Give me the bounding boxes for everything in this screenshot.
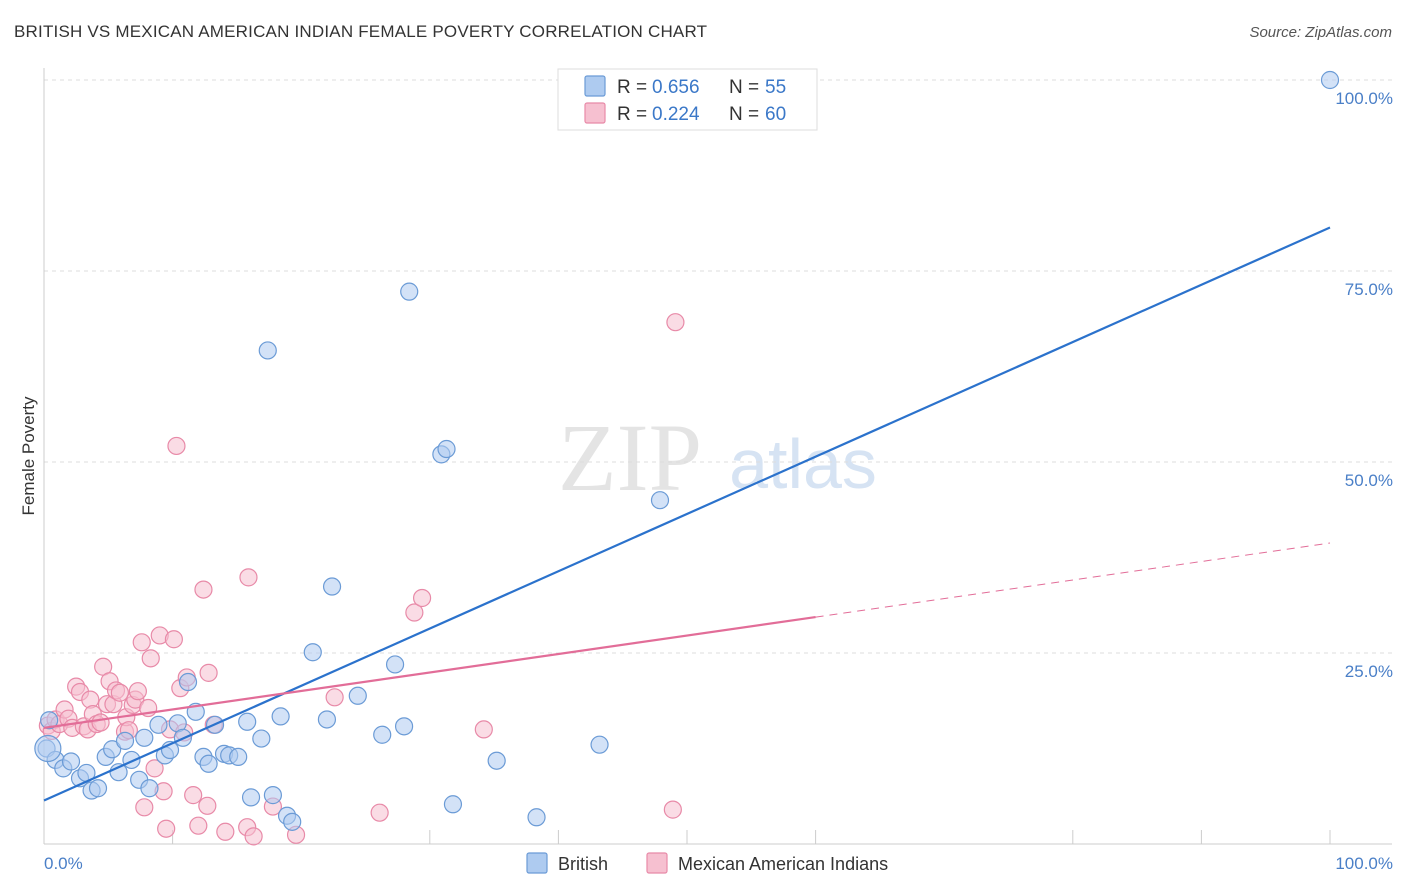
british-point bbox=[373, 725, 392, 744]
british-point bbox=[252, 729, 271, 748]
y-tick-label: 50.0% bbox=[1345, 471, 1393, 490]
british-point bbox=[437, 439, 456, 459]
british-point bbox=[88, 779, 108, 798]
british-point bbox=[400, 282, 419, 301]
grid-lines bbox=[44, 79, 1392, 654]
british-point bbox=[40, 711, 59, 730]
british-point bbox=[61, 752, 81, 771]
legend-r-value-british: 0.656 bbox=[652, 77, 700, 98]
mexican-point bbox=[198, 796, 217, 815]
british-point bbox=[283, 812, 302, 831]
british-point bbox=[149, 715, 168, 734]
mexican-point bbox=[199, 663, 218, 682]
mexican-point bbox=[244, 827, 263, 846]
x-tick-marks bbox=[43, 830, 1331, 844]
watermark-atlas: atlas bbox=[729, 425, 877, 503]
mexican-point bbox=[666, 313, 685, 332]
british-points bbox=[34, 70, 1340, 831]
mexican-point bbox=[474, 720, 493, 739]
mexican-trend-extension bbox=[815, 542, 1331, 618]
mexican-point bbox=[135, 798, 154, 817]
x-tick-label-max: 100.0% bbox=[1335, 854, 1393, 873]
british-point bbox=[303, 643, 322, 662]
bottom-legend-label-british: British bbox=[558, 854, 608, 874]
british-point bbox=[322, 577, 342, 596]
chart-title: BRITISH VS MEXICAN AMERICAN INDIAN FEMAL… bbox=[14, 22, 708, 41]
mexican-point bbox=[110, 683, 129, 702]
british-point bbox=[1320, 70, 1340, 90]
mexican-point bbox=[194, 580, 213, 599]
legend-r-label-british: R = bbox=[617, 77, 647, 98]
mexican-point bbox=[141, 649, 160, 668]
british-point bbox=[238, 712, 257, 731]
british-point bbox=[443, 795, 463, 814]
british-point bbox=[115, 731, 135, 750]
british-point bbox=[199, 754, 218, 773]
british-point bbox=[348, 686, 367, 705]
british-point bbox=[385, 655, 405, 674]
british-trend-line bbox=[43, 226, 1331, 802]
mexican-point bbox=[145, 759, 164, 778]
british-point bbox=[527, 808, 546, 827]
british-point bbox=[135, 728, 154, 747]
british-point bbox=[241, 788, 261, 807]
bottom-legend-swatch-mexican bbox=[646, 852, 668, 874]
mexican-point bbox=[128, 682, 147, 701]
mexican-point bbox=[132, 633, 151, 652]
british-point bbox=[590, 735, 609, 754]
legend-swatch-british bbox=[584, 75, 606, 97]
legend-n-label-mexican: N = bbox=[729, 104, 759, 125]
mexican-point bbox=[405, 603, 424, 622]
british-point bbox=[263, 786, 283, 805]
x-tick-label-min: 0.0% bbox=[44, 854, 83, 873]
mexican-point bbox=[157, 819, 176, 838]
bottom-legend: British Mexican American Indians bbox=[526, 852, 888, 874]
mexican-point bbox=[189, 816, 208, 835]
british-point bbox=[103, 740, 122, 759]
y-tick-label: 100.0% bbox=[1335, 89, 1393, 108]
mexican-point bbox=[370, 803, 389, 822]
british-point bbox=[140, 779, 159, 798]
y-axis-label: Female Poverty bbox=[19, 396, 38, 516]
y-tick-labels: 25.0% 50.0% 75.0% 100.0% bbox=[1335, 89, 1393, 681]
bottom-legend-swatch-british bbox=[526, 852, 548, 874]
mexican-point bbox=[184, 786, 203, 805]
legend-r-value-mexican: 0.224 bbox=[652, 104, 700, 125]
mexican-point bbox=[325, 688, 344, 707]
y-tick-label: 25.0% bbox=[1345, 662, 1393, 681]
mexican-point bbox=[164, 630, 183, 649]
legend: R = 0.656 N = 55 R = 0.224 N = 60 bbox=[557, 68, 818, 131]
british-point bbox=[487, 751, 506, 770]
mexican-point bbox=[216, 822, 235, 841]
legend-r-label-mexican: R = bbox=[617, 104, 647, 125]
british-point bbox=[229, 747, 248, 767]
legend-n-label-british: N = bbox=[729, 77, 759, 98]
legend-n-value-mexican: 60 bbox=[765, 104, 786, 125]
british-point bbox=[178, 672, 198, 692]
british-point bbox=[271, 707, 290, 726]
mexican-point bbox=[412, 588, 432, 608]
mexican-point bbox=[239, 568, 258, 587]
british-point-cluster bbox=[34, 734, 62, 763]
bottom-legend-label-mexican: Mexican American Indians bbox=[678, 854, 888, 874]
british-point bbox=[650, 491, 670, 510]
mexican-point bbox=[91, 713, 110, 732]
y-tick-label: 75.0% bbox=[1345, 280, 1393, 299]
source-label: Source: ZipAtlas.com bbox=[1249, 24, 1392, 41]
watermark-zip: ZIP bbox=[558, 404, 702, 511]
british-point bbox=[394, 717, 414, 736]
legend-swatch-mexican bbox=[584, 102, 606, 124]
british-point bbox=[258, 341, 277, 360]
legend-n-value-british: 55 bbox=[765, 77, 786, 98]
mexican-trend-line bbox=[43, 616, 816, 729]
british-point bbox=[317, 710, 337, 729]
mexican-point bbox=[663, 800, 682, 819]
mexican-point bbox=[167, 436, 186, 456]
trend-lines bbox=[43, 226, 1331, 802]
